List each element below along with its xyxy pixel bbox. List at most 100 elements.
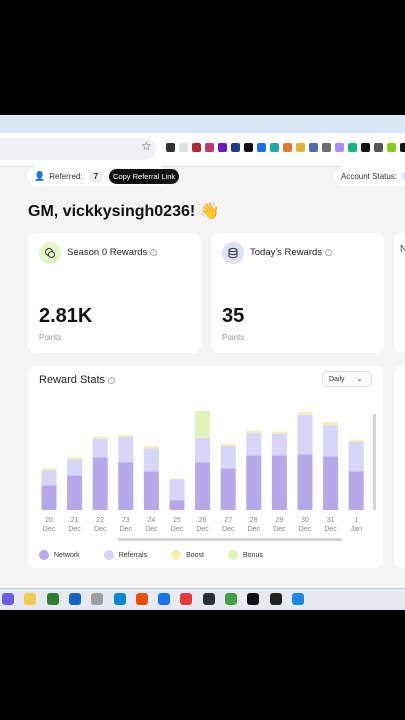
bar-segment-boost[interactable]	[143, 446, 159, 449]
taskbar-app-icon[interactable]	[68, 593, 81, 605]
extension-icon[interactable]	[335, 143, 344, 152]
legend-label: Network	[54, 551, 80, 559]
taskbar-app-icon[interactable]	[135, 593, 148, 605]
bar-segment-referrals[interactable]	[297, 414, 313, 455]
bar-segment-network[interactable]	[41, 485, 57, 510]
info-icon[interactable]: i	[150, 248, 158, 256]
bar-segment-boost[interactable]	[41, 468, 57, 471]
chart-legend: Network Referrals Boost Bonus	[39, 550, 287, 560]
bar-segment-referrals[interactable]	[92, 438, 108, 458]
extension-icon[interactable]	[322, 143, 331, 152]
bar-segment-boost[interactable]	[323, 421, 339, 425]
bar-segment-boost[interactable]	[348, 439, 364, 442]
bar-segment-referrals[interactable]	[169, 479, 185, 501]
status-indicator	[402, 171, 405, 181]
bar-segment-network[interactable]	[323, 456, 339, 510]
user-icon: 👤	[34, 170, 46, 181]
bar-segment-network[interactable]	[246, 455, 262, 510]
bar-segment-boost[interactable]	[67, 457, 83, 460]
bar-segment-boost[interactable]	[246, 430, 262, 433]
x-tick-month: Dec	[120, 526, 133, 533]
info-icon[interactable]: i	[108, 376, 116, 384]
extension-icon[interactable]	[218, 143, 227, 152]
taskbar-app-icon[interactable]	[180, 593, 193, 605]
taskbar-app-icon[interactable]	[202, 593, 215, 605]
bar-segment-boost[interactable]	[195, 436, 211, 438]
copy-referral-link-button[interactable]: Copy Referral Link	[109, 168, 180, 184]
taskbar-app-icon[interactable]	[46, 593, 59, 605]
taskbar-app-icon[interactable]	[158, 593, 171, 605]
bar-segment-network[interactable]	[348, 471, 364, 510]
legend-item[interactable]: Referrals	[103, 550, 147, 560]
bar-segment-referrals[interactable]	[271, 433, 287, 456]
bar-segment-network[interactable]	[143, 471, 159, 510]
bar-segment-referrals[interactable]	[41, 470, 57, 486]
x-tick-day: 25	[173, 517, 181, 524]
extension-icon[interactable]	[231, 143, 240, 152]
extension-icon[interactable]	[309, 143, 318, 152]
extension-icon[interactable]	[244, 143, 253, 152]
extension-icon[interactable]	[166, 143, 175, 152]
period-select[interactable]: Daily ⌄	[322, 371, 372, 387]
bar-segment-network[interactable]	[195, 462, 211, 510]
legend-swatch	[228, 550, 238, 560]
bar-segment-referrals[interactable]	[143, 448, 159, 472]
extension-icon[interactable]	[348, 143, 357, 152]
taskbar-app-icon[interactable]	[269, 593, 282, 605]
bar-segment-referrals[interactable]	[220, 445, 236, 469]
x-tick-day: 24	[148, 517, 156, 524]
reward-stats-chart: 20 Dec 21 Dec 22 Dec 23 Dec 24 Dec 25 Dec 26 Dec 27 Dec…	[41, 410, 376, 541]
url-input[interactable]	[0, 138, 156, 160]
bar-segment-network[interactable]	[297, 454, 313, 510]
extension-icon[interactable]	[192, 143, 201, 152]
bar-segment-bonus[interactable]	[195, 410, 211, 437]
extension-icon[interactable]	[387, 143, 396, 152]
bar-segment-network[interactable]	[271, 455, 287, 510]
bar-segment-boost[interactable]	[169, 478, 185, 480]
bar-segment-boost[interactable]	[118, 434, 134, 437]
legend-item[interactable]: Boost	[171, 550, 204, 560]
extension-icon[interactable]	[270, 143, 279, 152]
legend-item[interactable]: Bonus	[228, 550, 263, 560]
bookmark-star-icon[interactable]: ☆	[141, 139, 152, 153]
extension-icon[interactable]	[257, 143, 266, 152]
bar-segment-boost[interactable]	[297, 411, 313, 415]
legend-item[interactable]: Network	[39, 550, 80, 560]
bar-segment-boost[interactable]	[92, 436, 108, 439]
extension-icon[interactable]	[296, 143, 305, 152]
taskbar-app-icon[interactable]	[113, 593, 126, 605]
taskbar-app-icon[interactable]	[225, 593, 237, 605]
bar-segment-network[interactable]	[220, 468, 236, 510]
bar-segment-referrals[interactable]	[195, 437, 211, 463]
bar-segment-referrals[interactable]	[246, 432, 262, 456]
bar-segment-boost[interactable]	[271, 431, 287, 434]
bar-segment-boost[interactable]	[220, 443, 236, 446]
bar-segment-referrals[interactable]	[323, 424, 339, 457]
chart-scrollbar[interactable]	[118, 538, 342, 541]
taskbar-app-icon[interactable]	[91, 593, 104, 605]
bar-segment-network[interactable]	[118, 462, 134, 510]
account-status-label: Account Status:	[341, 171, 398, 181]
bar-segment-referrals[interactable]	[118, 436, 134, 463]
extension-icon[interactable]	[374, 143, 383, 152]
extension-icon[interactable]	[283, 143, 292, 152]
taskbar-app-icon[interactable]	[24, 593, 37, 605]
taskbar-app-icon[interactable]	[2, 593, 14, 605]
bar-segment-referrals[interactable]	[348, 441, 364, 472]
bar-segment-network[interactable]	[67, 475, 83, 510]
bar-segment-referrals[interactable]	[67, 459, 83, 476]
info-icon[interactable]: i	[325, 248, 333, 256]
bar-segment-network[interactable]	[169, 500, 185, 510]
x-tick-day: 21	[71, 517, 79, 524]
taskbar-app-icon[interactable]	[247, 593, 260, 605]
extension-icon[interactable]	[179, 143, 188, 152]
extension-icon[interactable]	[205, 143, 214, 152]
extension-icon[interactable]	[361, 143, 370, 152]
bar-segment-network[interactable]	[92, 457, 108, 510]
extension-icon[interactable]	[400, 143, 405, 152]
account-status-pill[interactable]: Account Status:	[334, 166, 405, 186]
card-unit: Points	[222, 333, 245, 342]
taskbar-app-icon[interactable]	[291, 593, 304, 605]
chart-vertical-scrollbar[interactable]	[373, 414, 376, 510]
x-tick-month: Dec	[248, 526, 261, 533]
